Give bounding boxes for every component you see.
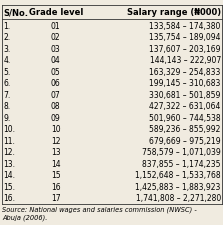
Text: 163,329 – 254,833: 163,329 – 254,833 — [149, 67, 221, 76]
Text: 10: 10 — [51, 125, 61, 134]
Text: 07: 07 — [51, 90, 61, 99]
Text: 08: 08 — [51, 102, 61, 111]
Text: 144,143 – 222,907: 144,143 – 222,907 — [149, 56, 221, 65]
Text: 501,960 – 744,538: 501,960 – 744,538 — [149, 113, 221, 122]
Text: 14: 14 — [51, 159, 61, 168]
Text: 13: 13 — [51, 148, 61, 157]
Text: 09: 09 — [51, 113, 61, 122]
Text: 1,152,648 – 1,533,768: 1,152,648 – 1,533,768 — [135, 171, 221, 180]
Text: 15.: 15. — [3, 182, 15, 191]
Text: 135,754 – 189,094: 135,754 – 189,094 — [149, 33, 221, 42]
Text: S/No.: S/No. — [3, 9, 28, 17]
Text: 03: 03 — [51, 44, 61, 53]
Text: 137,607 – 203,169: 137,607 – 203,169 — [149, 44, 221, 53]
Text: 837,855 – 1,174,235: 837,855 – 1,174,235 — [142, 159, 221, 168]
Text: 5.: 5. — [3, 67, 11, 76]
Text: 11.: 11. — [3, 136, 15, 145]
Text: 3.: 3. — [3, 44, 11, 53]
Text: 427,322 – 631,064: 427,322 – 631,064 — [149, 102, 221, 111]
Text: 1,741,808 – 2,271,280: 1,741,808 – 2,271,280 — [136, 194, 221, 202]
Text: 589,236 – 855,992: 589,236 – 855,992 — [149, 125, 221, 134]
Text: 17: 17 — [51, 194, 61, 202]
Text: 13.: 13. — [3, 159, 15, 168]
Text: 2.: 2. — [3, 33, 10, 42]
Text: 1,425,883 – 1,883,923: 1,425,883 – 1,883,923 — [135, 182, 221, 191]
Text: 02: 02 — [51, 33, 61, 42]
Text: 758,579 – 1,071,039: 758,579 – 1,071,039 — [142, 148, 221, 157]
Text: 4.: 4. — [3, 56, 11, 65]
Text: Source: National wages and salaries commission (NWSC) -
Abuja (2006).: Source: National wages and salaries comm… — [2, 206, 197, 220]
Text: 05: 05 — [51, 67, 61, 76]
Text: 01: 01 — [51, 22, 61, 30]
Text: Grade level: Grade level — [29, 9, 83, 17]
Text: 12.: 12. — [3, 148, 15, 157]
Text: 04: 04 — [51, 56, 61, 65]
Text: 06: 06 — [51, 79, 61, 88]
Text: 16.: 16. — [3, 194, 15, 202]
Text: Salary range (₦000): Salary range (₦000) — [127, 9, 221, 17]
Text: 330,681 – 501,859: 330,681 – 501,859 — [149, 90, 221, 99]
Text: 10.: 10. — [3, 125, 15, 134]
Text: 9.: 9. — [3, 113, 11, 122]
Text: 679,669 – 975,219: 679,669 – 975,219 — [149, 136, 221, 145]
Text: 14.: 14. — [3, 171, 15, 180]
Text: 1.: 1. — [3, 22, 10, 30]
Text: 199,145 – 310,683: 199,145 – 310,683 — [149, 79, 221, 88]
Text: 6.: 6. — [3, 79, 11, 88]
Text: 8.: 8. — [3, 102, 10, 111]
Text: 15: 15 — [51, 171, 61, 180]
Text: 16: 16 — [51, 182, 61, 191]
Text: 12: 12 — [51, 136, 60, 145]
Text: 7.: 7. — [3, 90, 11, 99]
Text: 133,584 – 174,380: 133,584 – 174,380 — [149, 22, 221, 30]
